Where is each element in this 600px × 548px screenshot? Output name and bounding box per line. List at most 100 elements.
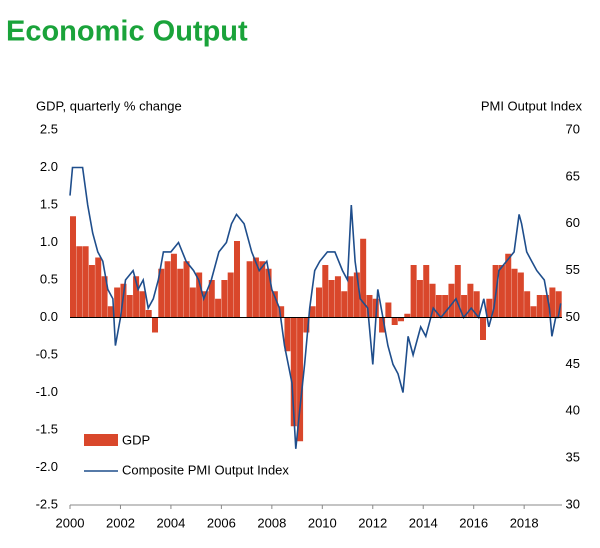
y2-axis-title: PMI Output Index <box>481 98 583 113</box>
bar <box>341 291 348 318</box>
bar <box>202 291 209 318</box>
bar <box>196 272 203 318</box>
bar <box>164 261 171 318</box>
x-tick-label: 2002 <box>106 515 135 530</box>
bar <box>82 246 89 318</box>
y-tick-label: -0.5 <box>36 346 58 361</box>
bar <box>114 287 121 318</box>
bar <box>448 283 455 318</box>
bar <box>221 280 228 318</box>
legend-label: GDP <box>122 432 150 447</box>
bar <box>322 265 329 318</box>
bar <box>366 295 373 318</box>
bar <box>517 272 524 318</box>
bar <box>170 253 177 318</box>
bar <box>442 295 449 318</box>
y-tick-label: 1.0 <box>40 234 58 249</box>
x-tick-label: 2006 <box>207 515 236 530</box>
y2-tick-label: 65 <box>566 168 580 183</box>
y-tick-label: -2.0 <box>36 459 58 474</box>
bar <box>284 317 291 352</box>
x-tick-label: 2014 <box>409 515 438 530</box>
x-tick-label: 2012 <box>358 515 387 530</box>
bar <box>347 276 354 318</box>
bar <box>101 276 108 318</box>
bar <box>536 295 543 318</box>
y2-tick-label: 60 <box>566 215 580 230</box>
y-axis-title: GDP, quarterly % change <box>36 98 182 113</box>
bar <box>334 276 341 318</box>
y-tick-label: -2.5 <box>36 496 58 511</box>
bar <box>353 272 360 318</box>
bar <box>70 216 77 318</box>
bar <box>309 306 316 318</box>
bar <box>404 313 411 318</box>
bar <box>480 317 487 340</box>
bar <box>88 265 95 318</box>
bar <box>152 317 159 333</box>
bar <box>511 268 518 318</box>
bar <box>461 295 468 318</box>
bar <box>177 268 184 318</box>
bar <box>133 276 140 318</box>
bar <box>391 317 398 325</box>
bar <box>95 257 102 318</box>
bar <box>416 280 423 318</box>
x-tick-label: 2008 <box>257 515 286 530</box>
bar <box>410 265 417 318</box>
bar <box>505 253 512 318</box>
bar <box>227 272 234 318</box>
bar <box>555 291 562 318</box>
bar <box>379 317 386 333</box>
bar <box>259 261 266 318</box>
legend-label: Composite PMI Output Index <box>122 462 289 477</box>
bar <box>278 306 285 318</box>
bar <box>234 241 241 318</box>
legend-swatch <box>84 434 118 446</box>
bar <box>145 310 152 318</box>
y-tick-label: -1.0 <box>36 384 58 399</box>
bar <box>215 298 222 318</box>
y2-tick-label: 55 <box>566 262 580 277</box>
bar <box>139 291 146 318</box>
y2-tick-label: 45 <box>566 356 580 371</box>
bar <box>107 306 114 318</box>
bar <box>297 317 304 442</box>
bar <box>158 268 165 318</box>
y-tick-label: 2.5 <box>40 121 58 136</box>
bar <box>265 268 272 318</box>
bar <box>454 265 461 318</box>
y-tick-label: -1.5 <box>36 421 58 436</box>
x-tick-label: 2018 <box>510 515 539 530</box>
bar <box>252 257 259 318</box>
bar <box>385 302 392 318</box>
bar <box>524 291 531 318</box>
x-tick-label: 2004 <box>156 515 185 530</box>
bar <box>183 261 190 318</box>
bar <box>486 298 493 318</box>
bar <box>498 265 505 318</box>
bar <box>328 280 335 318</box>
bar <box>467 283 474 318</box>
y-tick-label: 0.5 <box>40 271 58 286</box>
y2-tick-label: 40 <box>566 403 580 418</box>
y-tick-label: 2.0 <box>40 159 58 174</box>
bar <box>435 295 442 318</box>
y-tick-label: 0.0 <box>40 309 58 324</box>
x-tick-label: 2000 <box>56 515 85 530</box>
y2-tick-label: 35 <box>566 450 580 465</box>
bar <box>246 261 253 318</box>
y2-tick-label: 30 <box>566 496 580 511</box>
bar <box>543 295 550 318</box>
y2-tick-label: 70 <box>566 121 580 136</box>
bar <box>208 280 215 318</box>
bar <box>360 238 367 318</box>
y2-tick-label: 50 <box>566 309 580 324</box>
bar <box>429 283 436 318</box>
bar <box>316 287 323 318</box>
bar <box>530 306 537 318</box>
bar <box>473 291 480 318</box>
x-tick-label: 2010 <box>308 515 337 530</box>
bar <box>398 317 405 322</box>
